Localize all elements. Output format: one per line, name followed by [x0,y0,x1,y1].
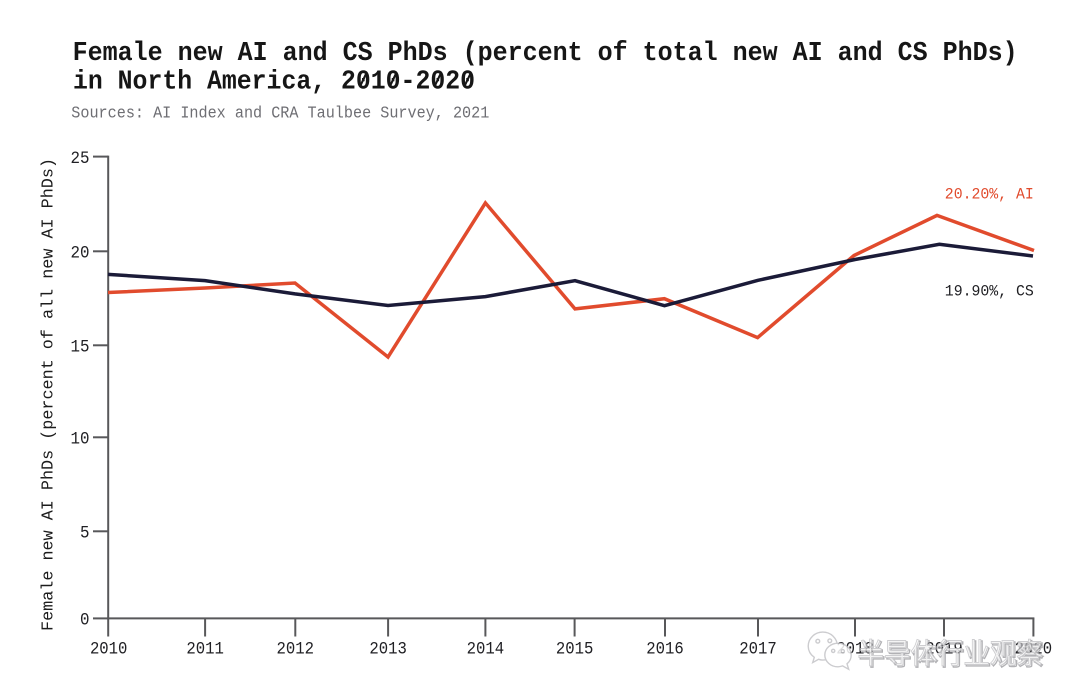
svg-text:2012: 2012 [277,639,315,659]
svg-text:Sources: AI Index and CRA Taul: Sources: AI Index and CRA Taulbee Survey… [71,103,489,122]
svg-text:19.90%, CS: 19.90%, CS [945,282,1034,300]
svg-text:10: 10 [71,430,90,450]
svg-text:2016: 2016 [646,639,684,659]
svg-text:Female new AI PhDs (percent of: Female new AI PhDs (percent of all new A… [40,158,59,631]
svg-text:Female new AI and CS PhDs (per: Female new AI and CS PhDs (percent of to… [73,38,1018,68]
svg-text:2010: 2010 [90,639,128,659]
svg-text:20: 20 [71,244,90,264]
svg-text:2011: 2011 [186,639,224,659]
svg-text:2014: 2014 [467,639,505,659]
svg-text:15: 15 [71,338,90,358]
svg-text:in North America, 2010-2020: in North America, 2010-2020 [73,67,475,97]
svg-text:2017: 2017 [739,639,777,659]
svg-text:2015: 2015 [556,639,594,659]
svg-text:20.20%, AI: 20.20%, AI [945,186,1034,204]
svg-text:5: 5 [80,524,90,544]
svg-text:2013: 2013 [369,639,407,659]
svg-text:25: 25 [71,149,90,169]
svg-text:0: 0 [80,611,90,631]
